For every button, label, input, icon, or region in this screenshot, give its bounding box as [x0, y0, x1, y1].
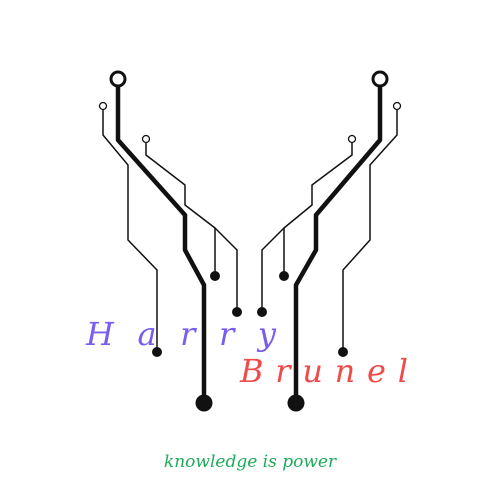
- last-name-letter: l: [397, 352, 408, 390]
- first-name-letter: y: [257, 315, 276, 353]
- last-name-letter: n: [334, 352, 356, 390]
- first-name-letter: r: [180, 315, 196, 353]
- last-name-letter: B: [240, 352, 264, 390]
- last-name: B r u n e l: [240, 355, 408, 387]
- last-name-letter: u: [302, 352, 323, 390]
- first-name: H a r r y: [86, 318, 276, 350]
- last-name-letter: r: [275, 352, 291, 390]
- first-name-letter: H: [86, 315, 114, 353]
- first-name-letter: r: [219, 315, 235, 353]
- tagline: knowledge is power: [163, 452, 337, 472]
- first-name-letter: a: [137, 315, 157, 353]
- last-name-letter: e: [367, 352, 386, 390]
